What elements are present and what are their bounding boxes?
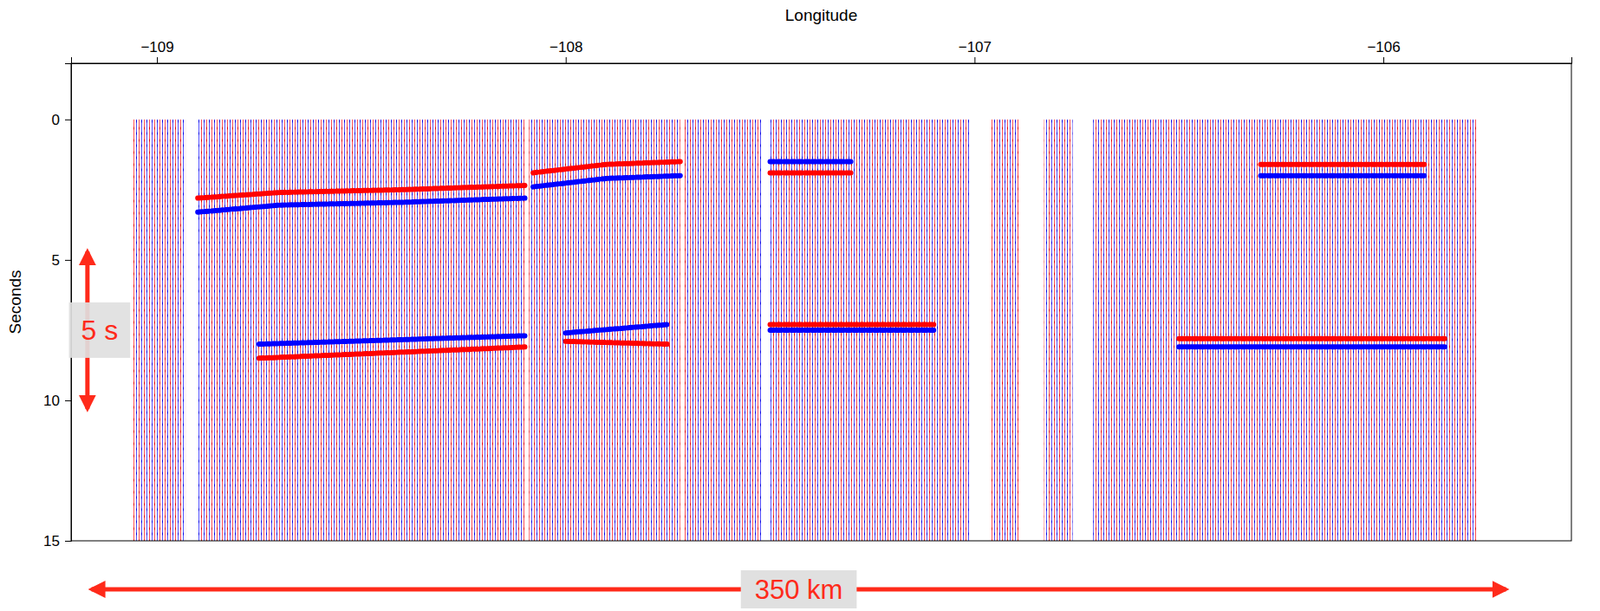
x-tick-mark [974,57,976,64]
reflector [565,324,669,333]
trace-segment [770,119,971,541]
x-tick: −106 [1366,39,1400,64]
reflector [1261,173,1425,179]
plot-frame [71,63,1572,541]
y-tick-mark [65,119,72,121]
y-axis: 0 5 10 15 [43,64,72,550]
reflector [259,335,526,345]
reflector [197,198,525,213]
reflector [533,175,681,188]
reflector [770,158,853,164]
reflector [1178,344,1445,350]
x-tick-mark [1383,57,1385,64]
y-tick-label: 15 [43,533,60,550]
y-tick: 15 [43,533,72,550]
trace-segment [528,119,681,541]
x-tick-label: −107 [958,39,992,56]
reflector [770,169,853,176]
reflector [259,346,526,358]
annotations: 5 s 350 km [69,251,1507,609]
reflector [1261,162,1425,168]
trace-segment [1044,119,1074,541]
y-tick: 0 [52,111,72,129]
trace-segment [990,119,1020,541]
annotation-label: 5 s [69,302,131,358]
y-tick: 5 [52,252,72,269]
reflector [197,185,525,199]
plot: −109 −108 −107 −106 0 5 10 15 [43,39,1572,550]
x-tick-label: −109 [140,39,174,56]
x-tick: −109 [140,39,174,64]
reflector [565,341,669,345]
y-tick-label: 0 [52,111,60,129]
annotation-label: 350 km [741,570,858,609]
y-tick-mark [65,540,72,542]
marks [132,119,1478,541]
annotation-box [741,570,858,609]
x-tick: −107 [958,39,992,64]
annotation-text: 5 s [81,314,119,346]
y-tick-label: 10 [43,392,60,410]
trace-segment [197,119,525,541]
y-tick-mark [65,400,72,402]
annotation-text: 350 km [754,574,844,605]
y-tick: 10 [43,392,72,410]
x-tick: −108 [549,39,583,64]
y-tick-mark [65,260,72,261]
y-axis-title: Seconds [6,270,25,335]
reflector [770,327,935,333]
x-axis-line [71,57,1573,65]
x-tick-label: −106 [1366,39,1400,56]
x-tick-mark [565,57,567,64]
annotation-box [69,302,131,358]
x-tick-label: −108 [549,39,583,56]
reflector [770,321,935,327]
trace-segment [132,119,186,541]
reflector [533,161,681,173]
x-axis-title: Longitude [785,6,858,25]
chart: −109 −108 −107 −106 0 5 10 15 Longitude Seconds 5 … [0,0,1600,611]
y-tick-label: 5 [52,252,60,269]
x-tick-mark [156,57,158,64]
trace-segment [683,119,762,541]
trace-segment [1092,119,1477,541]
reflector [1178,336,1445,342]
x-axis: −109 −108 −107 −106 [71,39,1573,65]
